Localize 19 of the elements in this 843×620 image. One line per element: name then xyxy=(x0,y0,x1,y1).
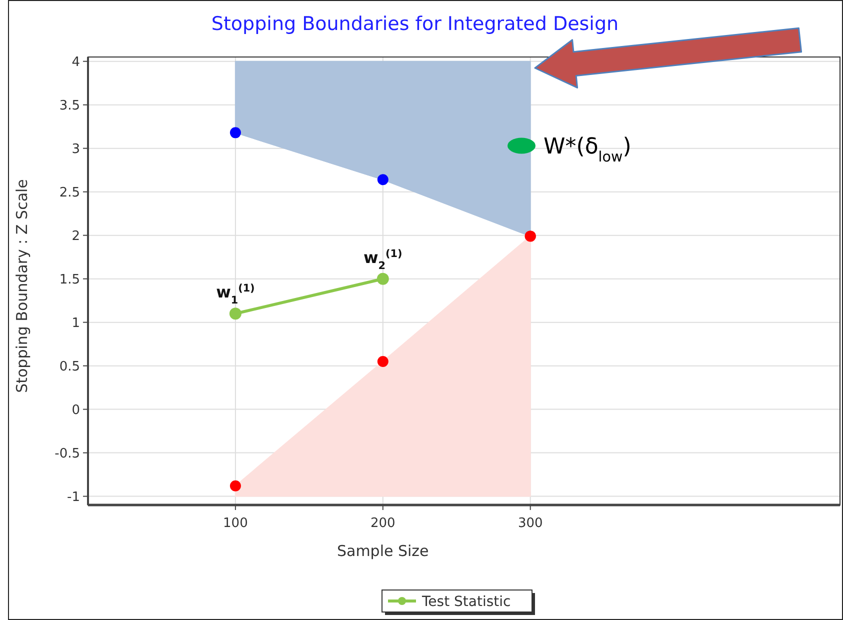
x-tick-label: 100 xyxy=(223,516,248,531)
chart-title: Stopping Boundaries for Integrated Design xyxy=(211,13,619,35)
y-tick-label: 3 xyxy=(72,142,80,157)
y-tick-label: 0.5 xyxy=(59,359,80,374)
y-tick-label: 3.5 xyxy=(59,98,80,114)
y-tick-label: 1.5 xyxy=(59,272,80,288)
x-axis-title: Sample Size xyxy=(336,542,429,560)
y-tick-label: 1 xyxy=(72,316,80,331)
y-tick-label: -1 xyxy=(67,490,80,505)
y-tick-label: -0.5 xyxy=(54,446,80,462)
y-tick-label: 4 xyxy=(72,54,80,70)
y-axis-title: Stopping Boundary : Z Scale xyxy=(13,179,31,393)
x-tick-label: 300 xyxy=(518,516,543,531)
y-tick-label: 2 xyxy=(72,228,80,244)
y-tick-label: 0 xyxy=(72,402,80,418)
y-tick-label: 2.5 xyxy=(59,185,80,200)
series-label: W*(δ$_{low}$) xyxy=(544,134,632,166)
legend-label: Test Statistic xyxy=(421,594,511,610)
x-tick-label: 200 xyxy=(370,516,396,531)
